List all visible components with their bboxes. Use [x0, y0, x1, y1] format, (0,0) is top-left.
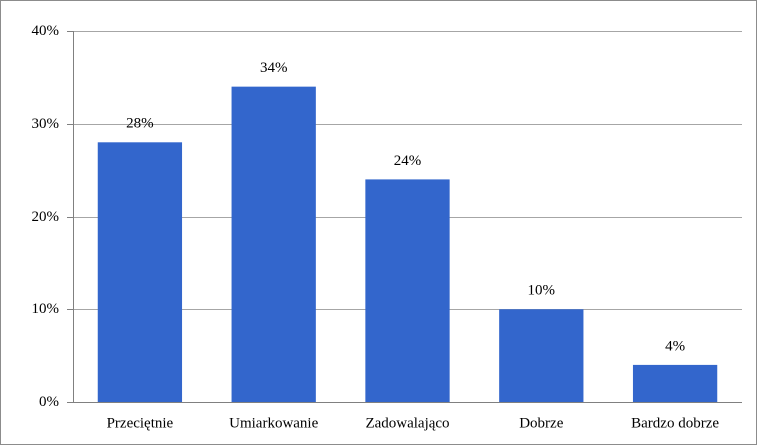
- bar: [97, 142, 183, 403]
- y-tick-label: 0%: [39, 394, 59, 410]
- bar: [499, 309, 584, 402]
- data-label: 28%: [126, 116, 154, 132]
- data-label: 34%: [260, 60, 288, 76]
- x-tick-label: Przeciętnie: [107, 415, 174, 431]
- x-tick-label: Dobrze: [519, 415, 563, 431]
- y-tick-label: 40%: [32, 23, 60, 39]
- data-label: 10%: [528, 283, 556, 299]
- x-tick-label: Umiarkowanie: [229, 415, 318, 431]
- bar: [632, 364, 718, 402]
- x-tick-label: Bardzo dobrze: [631, 415, 719, 431]
- bar: [231, 86, 316, 403]
- bar: [365, 179, 450, 402]
- y-tick-label: 30%: [32, 116, 60, 132]
- data-label: 24%: [394, 153, 422, 169]
- x-tick-label: Zadowalająco: [365, 415, 449, 431]
- y-tick-label: 10%: [32, 301, 60, 317]
- y-tick-label: 20%: [32, 209, 60, 225]
- data-label: 4%: [665, 338, 685, 354]
